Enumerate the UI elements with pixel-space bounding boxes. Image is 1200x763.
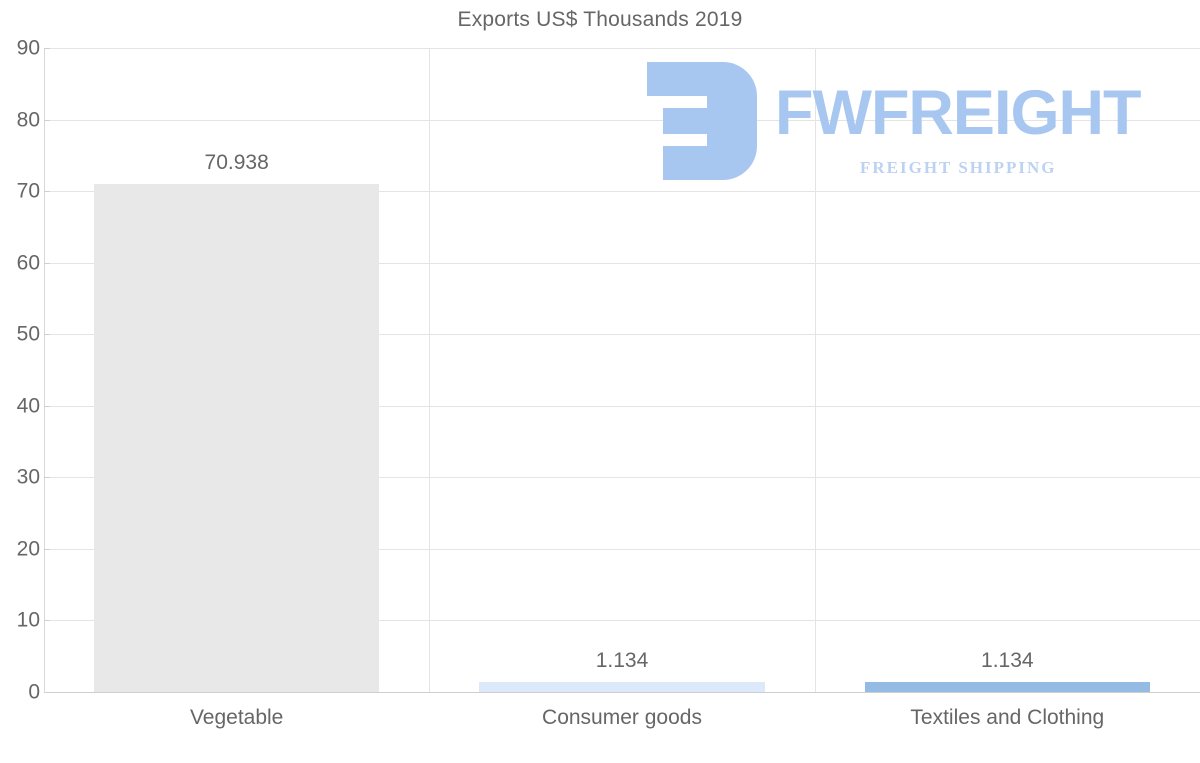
bar[interactable] (94, 184, 380, 692)
gridline-horizontal (44, 405, 1200, 407)
y-axis-tick-label: 70 (16, 179, 40, 203)
gridline-horizontal (44, 262, 1200, 264)
gridline-vertical (429, 48, 430, 692)
y-axis-tick-mark (44, 48, 50, 49)
y-axis-tick-label: 80 (16, 108, 40, 132)
y-axis-tick-mark (44, 191, 50, 193)
gridline-horizontal (44, 548, 1200, 550)
bar-value-label: 70.938 (204, 151, 269, 175)
y-axis-tick-mark (44, 119, 50, 121)
y-axis-tick-mark (44, 262, 50, 264)
y-axis-tick-mark (44, 620, 50, 622)
bar[interactable] (864, 682, 1150, 692)
y-axis-ticks: 0 10 20 30 40 50 60 70 80 90 (0, 0, 40, 763)
y-axis-tick-label: 90 (16, 36, 40, 60)
y-axis-tick-label: 40 (16, 394, 40, 418)
y-axis-tick-label: 20 (16, 537, 40, 561)
y-axis-tick-label: 60 (16, 251, 40, 275)
y-axis-tick-mark (44, 334, 50, 336)
bar-value-label: 1.134 (981, 649, 1034, 672)
y-axis-tick-label: 50 (16, 322, 40, 346)
y-axis-tick-mark (44, 692, 50, 693)
x-axis-category-label: Vegetable (189, 706, 284, 729)
y-axis-line (44, 48, 45, 693)
bar-value-label: 1.134 (595, 649, 649, 672)
gridline-horizontal (44, 48, 1200, 49)
gridline-vertical (815, 48, 816, 692)
y-axis-tick-mark (44, 548, 50, 550)
gridline-horizontal (44, 119, 1200, 121)
chart-title: Exports US$ Thousands 2019 (457, 8, 743, 31)
gridline-horizontal (44, 620, 1200, 622)
gridline-horizontal (44, 477, 1200, 479)
y-axis-tick-mark (44, 477, 50, 479)
x-axis-category-label: Consumer goods (542, 706, 702, 729)
y-axis-tick-mark (44, 405, 50, 407)
x-axis-category-label: Textiles and Clothing (910, 706, 1105, 729)
gridline-horizontal (44, 191, 1200, 193)
y-axis-tick-label: 10 (16, 608, 40, 632)
gridline-horizontal (44, 334, 1200, 336)
x-axis-line (44, 692, 1200, 693)
y-axis-tick-label: 30 (16, 465, 40, 489)
bar[interactable] (479, 682, 765, 692)
y-axis-tick-label: 0 (28, 680, 40, 704)
